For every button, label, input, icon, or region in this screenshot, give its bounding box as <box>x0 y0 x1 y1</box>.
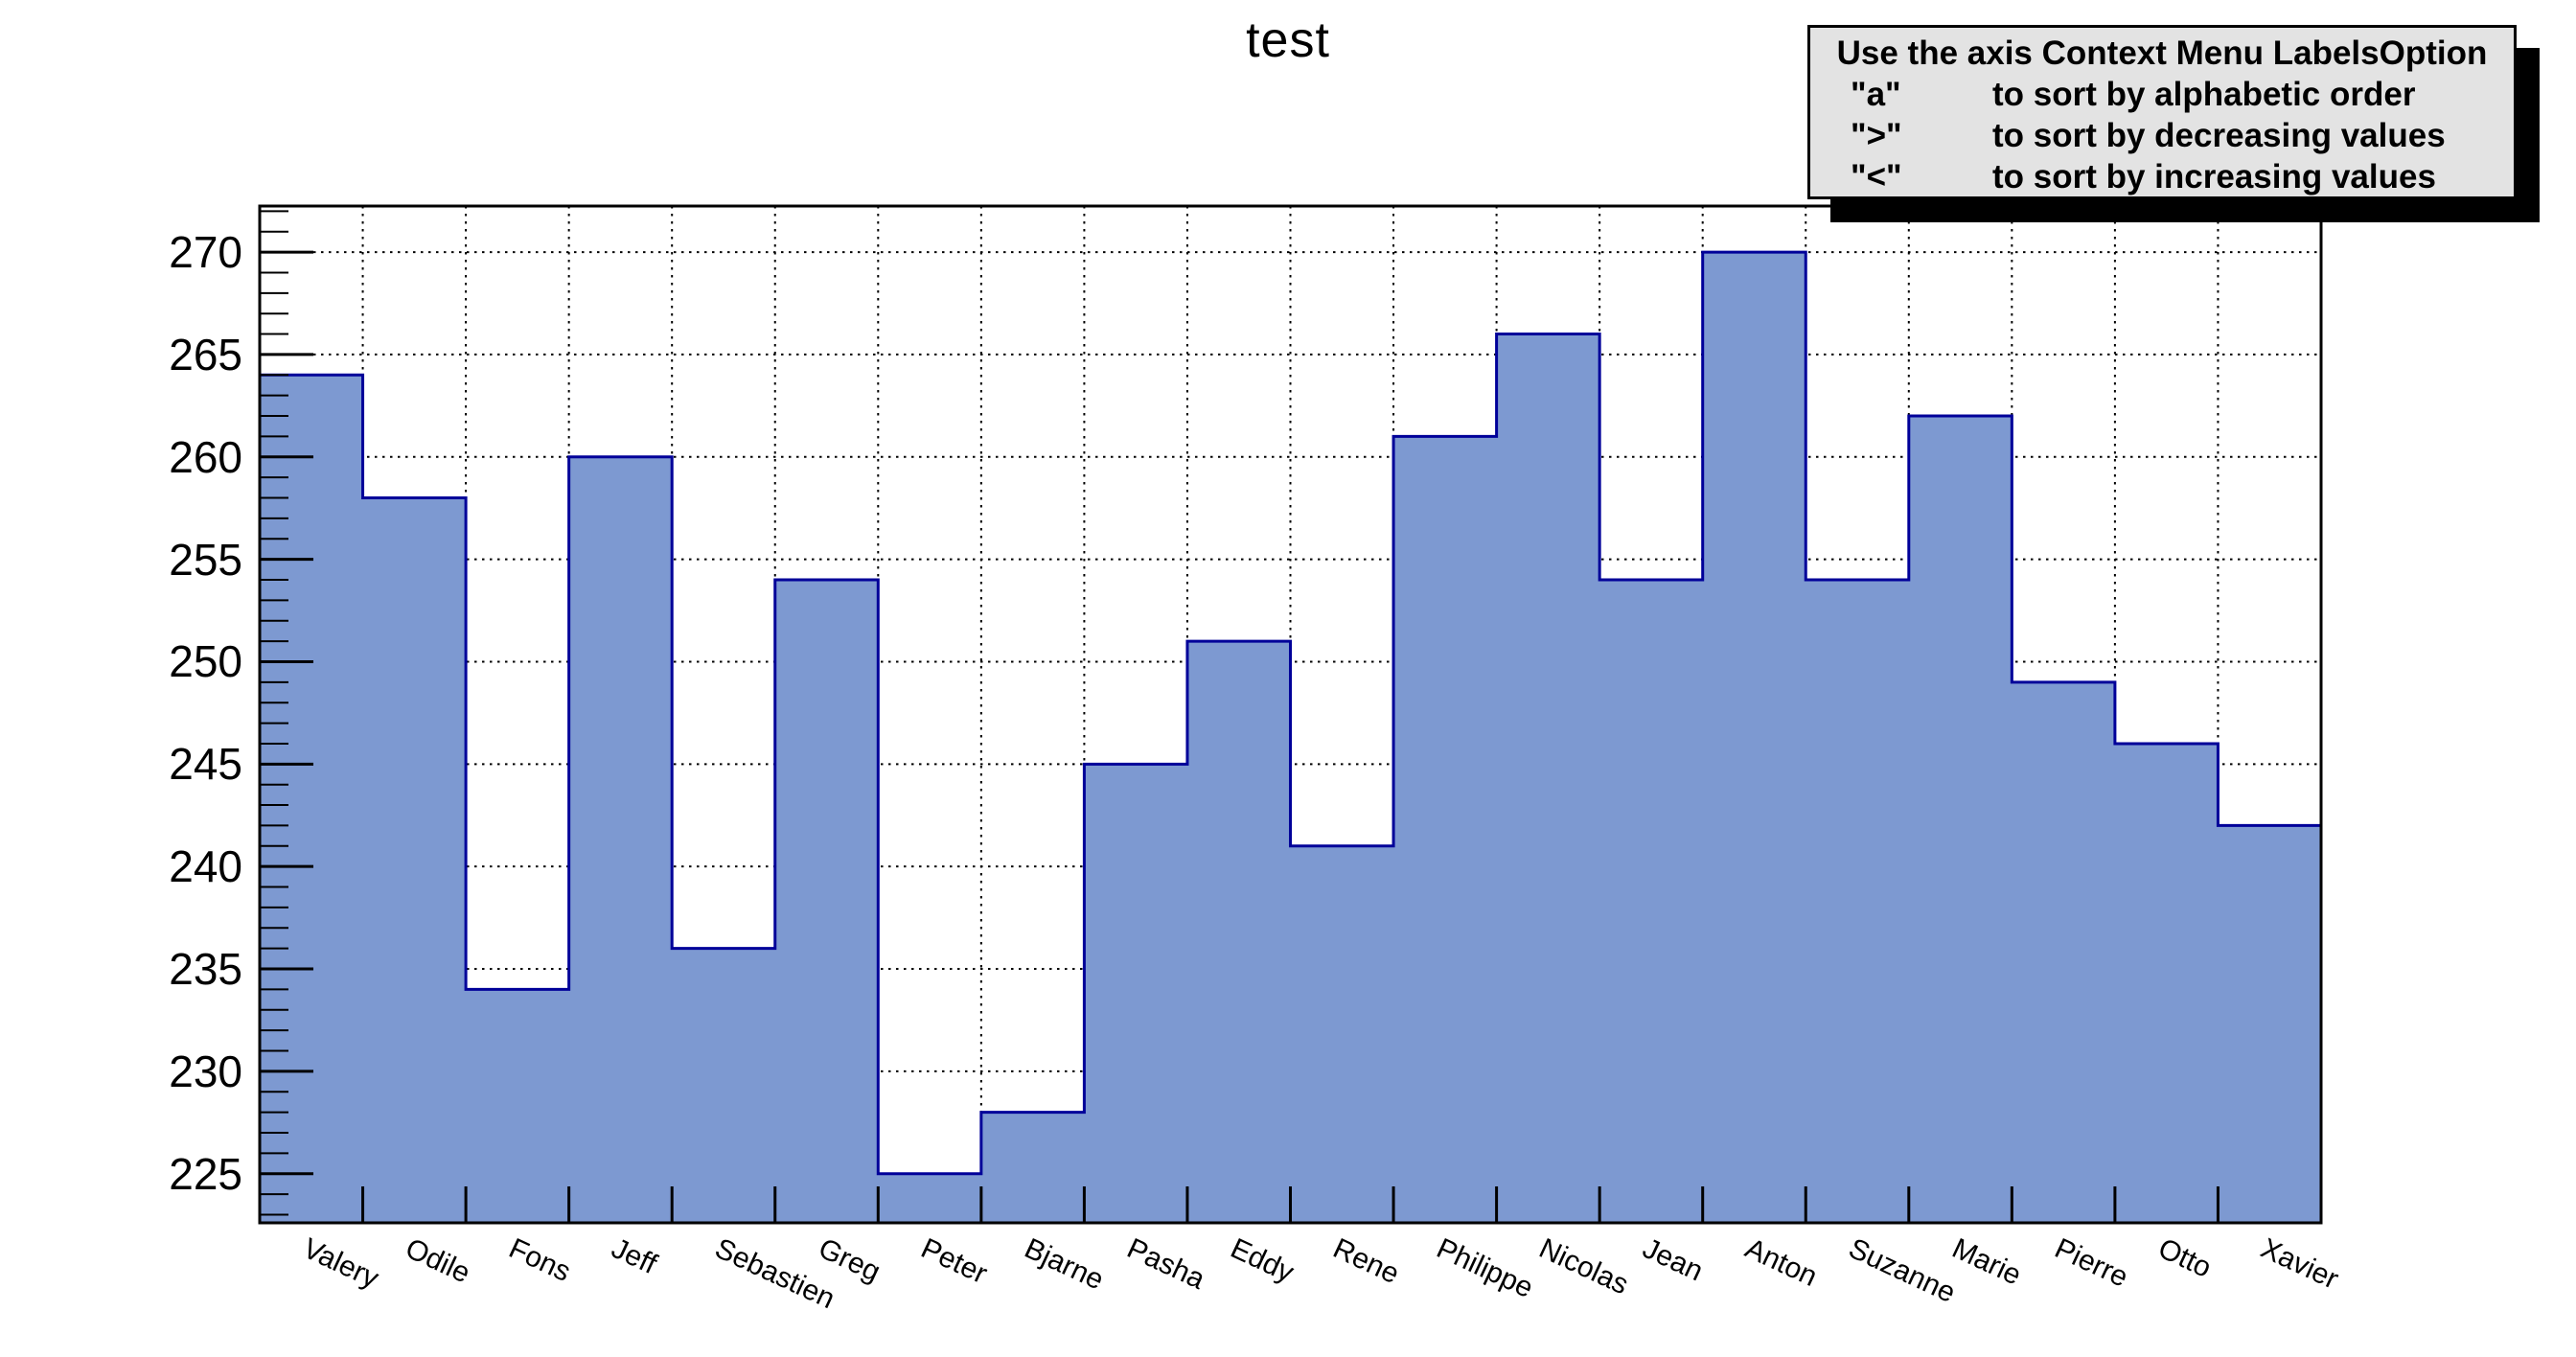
y-tick-label-240[interactable]: 240 <box>169 841 242 892</box>
bar-valery[interactable] <box>260 375 363 1223</box>
labels-option-pave[interactable]: Use the axis Context Menu LabelsOption "… <box>1807 25 2517 199</box>
plot-frame <box>258 204 2323 1225</box>
y-tick-label-245[interactable]: 245 <box>169 739 242 790</box>
pave-key-gt: ">" <box>1851 117 1902 154</box>
bar-sebastien[interactable] <box>672 949 775 1223</box>
bar-xavier[interactable] <box>2218 825 2321 1223</box>
y-tick-label-270[interactable]: 270 <box>169 227 242 278</box>
y-tick-label-230[interactable]: 230 <box>169 1046 242 1096</box>
pave-key-a: "a" <box>1851 76 1901 113</box>
pave-key-lt: "<" <box>1851 158 1902 196</box>
bar-nicolas[interactable] <box>1497 334 1600 1223</box>
pave-desc-gt: to sort by decreasing values <box>1992 117 2446 154</box>
y-tick-label-250[interactable]: 250 <box>169 636 242 687</box>
bar-otto[interactable] <box>2115 744 2219 1223</box>
bar-marie[interactable] <box>1909 416 2012 1223</box>
bar-eddy[interactable] <box>1187 641 1291 1223</box>
bar-anton[interactable] <box>1703 252 1806 1223</box>
pave-line-increasing: "<" to sort by increasing values <box>1810 156 2514 197</box>
y-tick-label-260[interactable]: 260 <box>169 431 242 482</box>
bar-fons[interactable] <box>466 989 569 1223</box>
y-tick-label-255[interactable]: 255 <box>169 534 242 585</box>
pave-desc-a: to sort by alphabetic order <box>1992 76 2416 113</box>
bar-pierre[interactable] <box>2012 682 2115 1223</box>
bar-jeff[interactable] <box>569 457 673 1223</box>
bar-pasha[interactable] <box>1084 764 1187 1223</box>
bar-suzanne[interactable] <box>1806 580 1909 1223</box>
chart-title[interactable]: test <box>1246 12 1330 68</box>
bar-peter[interactable] <box>878 1174 981 1223</box>
y-tick-label-235[interactable]: 235 <box>169 944 242 995</box>
pave-desc-lt: to sort by increasing values <box>1992 158 2436 196</box>
pave-line-decreasing: ">" to sort by decreasing values <box>1810 115 2514 156</box>
y-tick-label-225[interactable]: 225 <box>169 1148 242 1199</box>
pave-line-alphabetic: "a" to sort by alphabetic order <box>1810 74 2514 115</box>
bar-rene[interactable] <box>1291 846 1394 1223</box>
y-tick-label-265[interactable]: 265 <box>169 329 242 380</box>
bar-jean[interactable] <box>1599 580 1703 1223</box>
bar-bjarne[interactable] <box>981 1113 1085 1223</box>
pave-heading: Use the axis Context Menu LabelsOption <box>1836 34 2488 72</box>
bar-philippe[interactable] <box>1393 436 1497 1223</box>
histogram-bars <box>258 250 2323 1225</box>
bar-greg[interactable] <box>775 580 879 1223</box>
bar-odile[interactable] <box>363 498 467 1223</box>
